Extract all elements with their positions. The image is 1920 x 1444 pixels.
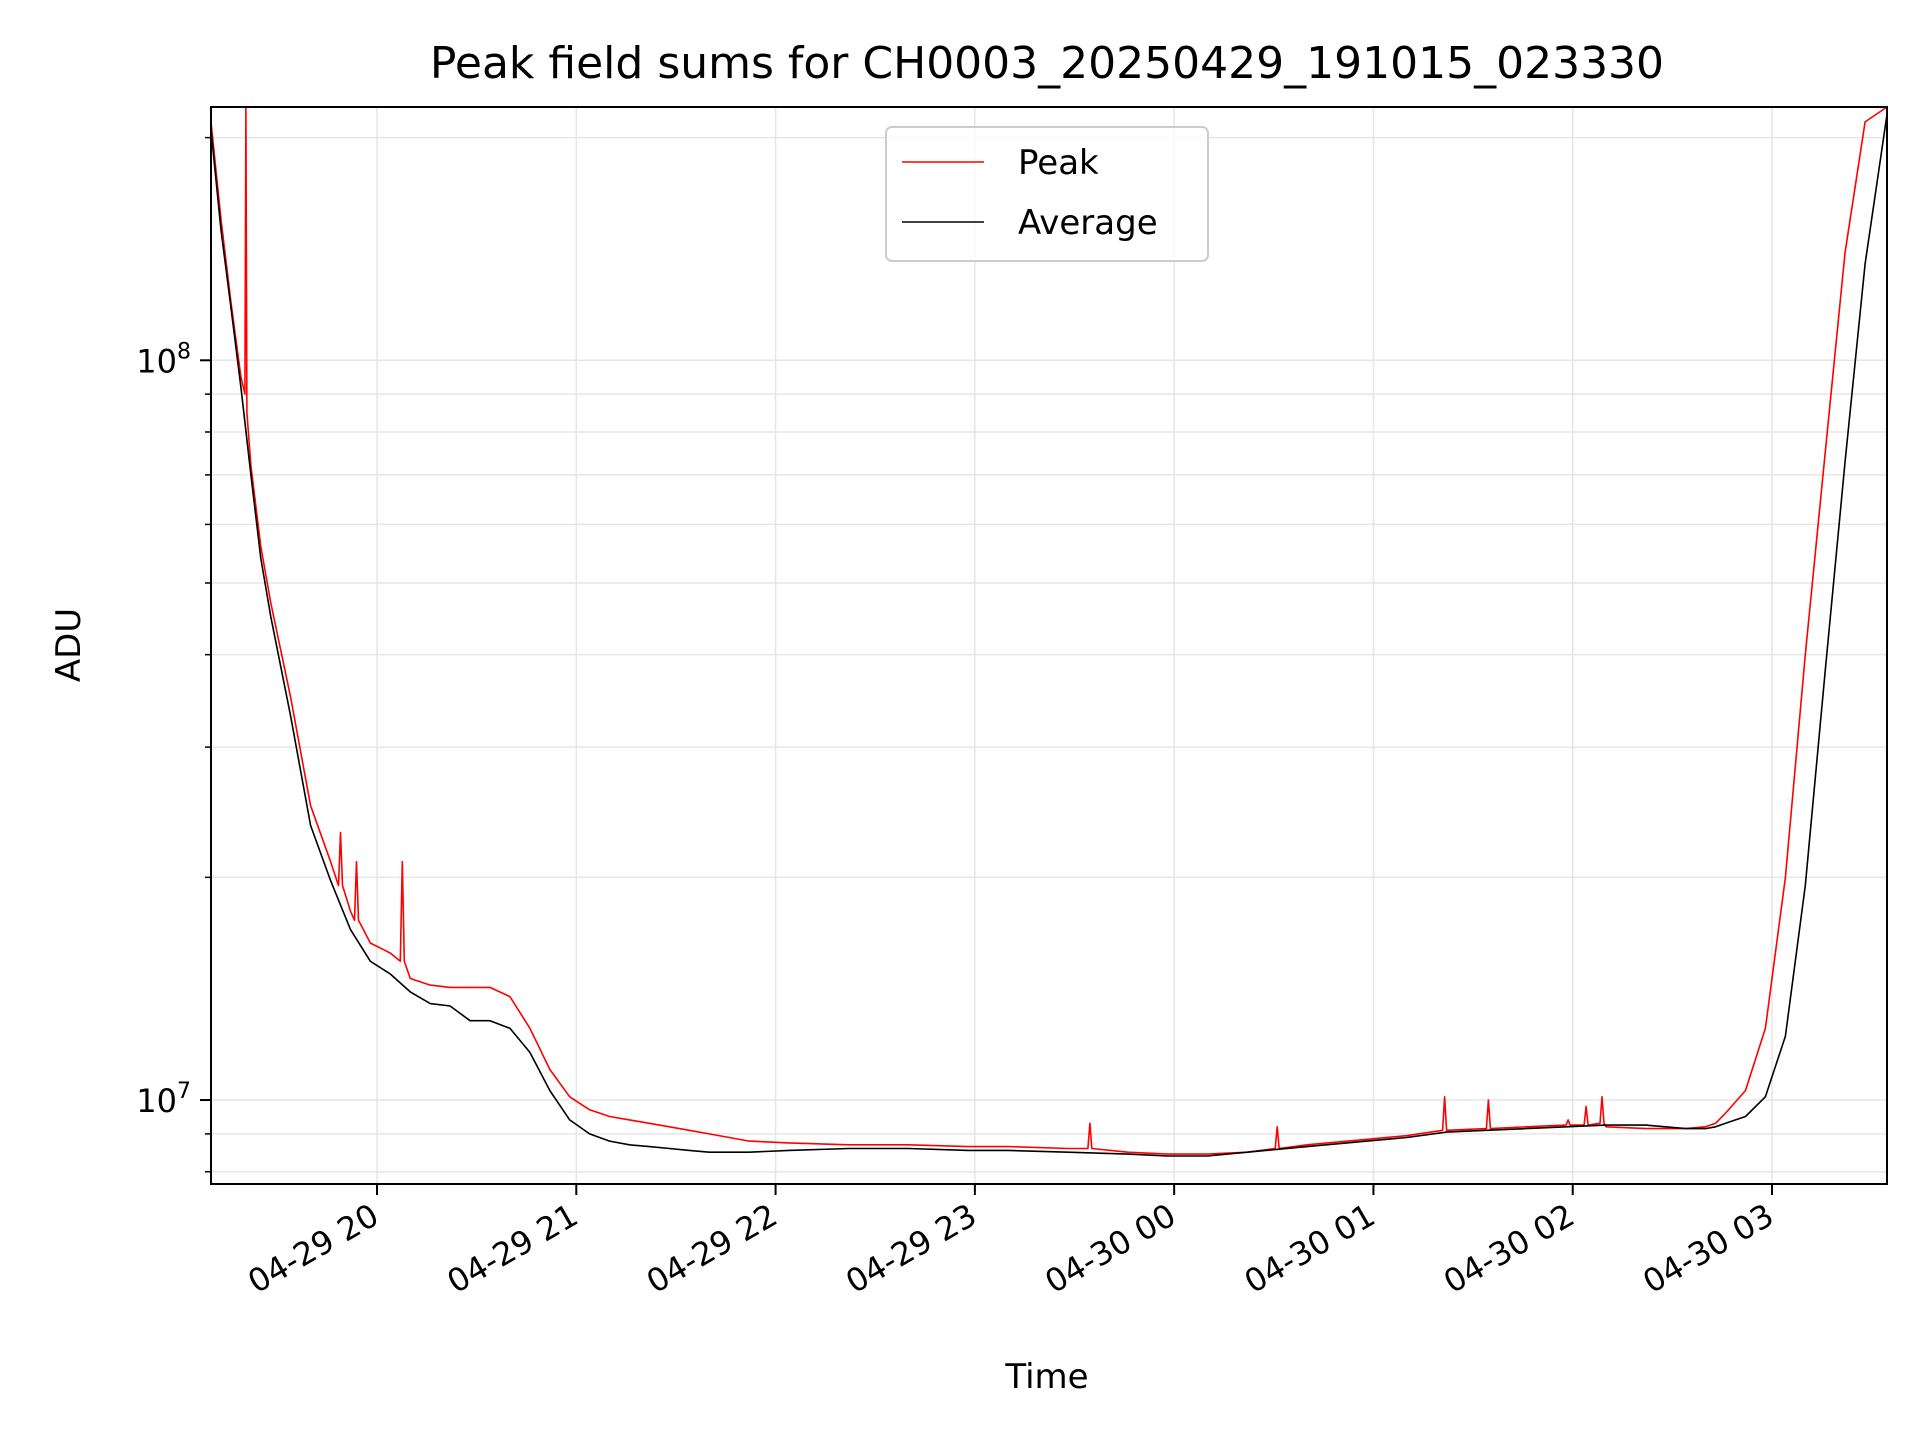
y-tick-label: 108 xyxy=(136,339,191,380)
legend-box xyxy=(885,126,1209,262)
x-axis-label: Time xyxy=(1004,1357,1088,1397)
plot-area-frame xyxy=(210,106,1888,1185)
series-line-peak xyxy=(210,106,1888,1155)
chart-title: Peak field sums for CH0003_20250429_1910… xyxy=(430,38,1664,89)
legend-label-average: Average xyxy=(1018,203,1158,243)
grid xyxy=(211,107,1887,1184)
y-tick-label: 107 xyxy=(136,1079,191,1120)
legend: Peak Average xyxy=(885,126,1209,262)
y-axis-label: ADU xyxy=(49,608,89,682)
series-group xyxy=(210,106,1888,1157)
legend-label-peak: Peak xyxy=(1018,143,1099,183)
series-line-average xyxy=(210,114,1888,1157)
